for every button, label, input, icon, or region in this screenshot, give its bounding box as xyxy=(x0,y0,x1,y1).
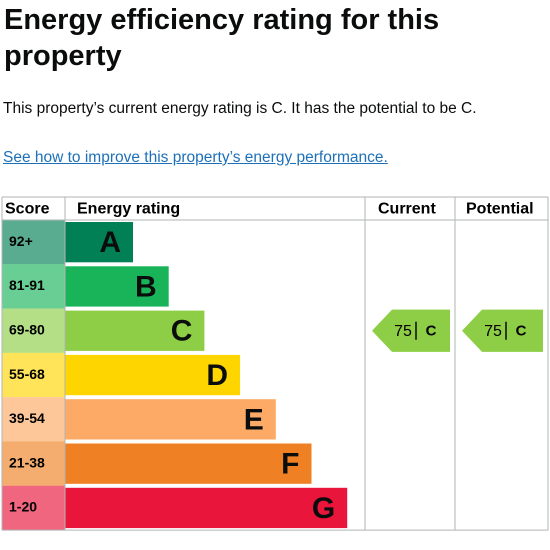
rating-letter: B xyxy=(135,270,157,303)
score-label: 55-68 xyxy=(9,366,45,382)
score-cell xyxy=(2,352,65,398)
score-cell xyxy=(2,441,65,486)
column-header: Current xyxy=(378,201,436,218)
score-cell xyxy=(2,485,65,531)
rating-letter: G xyxy=(312,492,335,525)
score-cell-tint xyxy=(2,352,65,398)
column-header: Energy rating xyxy=(77,201,180,218)
score-cell-tint xyxy=(2,264,65,309)
potential-score: 75 xyxy=(484,323,502,340)
rating-bar xyxy=(65,222,133,263)
score-cell xyxy=(2,220,65,265)
page-title: Energy efficiency rating for this proper… xyxy=(4,4,440,72)
score-label: 92+ xyxy=(9,233,33,249)
score-cell xyxy=(2,397,65,442)
rating-letter: E xyxy=(244,403,264,436)
rating-bar xyxy=(65,487,348,529)
score-label: 81-91 xyxy=(9,277,45,293)
rating-bar xyxy=(65,399,276,440)
rating-letter: F xyxy=(281,448,299,481)
score-cell-tint xyxy=(2,397,65,442)
rating-letter: D xyxy=(206,359,228,392)
score-label: 21-38 xyxy=(9,454,45,470)
rating-letter: A xyxy=(99,226,121,259)
rating-bar xyxy=(65,443,312,484)
rating-bar xyxy=(65,310,205,351)
score-cell xyxy=(2,308,65,353)
rating-letter: C xyxy=(171,315,193,348)
potential-rating: C xyxy=(516,323,527,340)
column-header: Potential xyxy=(466,201,534,218)
rating-bar xyxy=(65,354,241,396)
score-cell-tint xyxy=(2,485,65,531)
score-cell-tint xyxy=(2,441,65,486)
score-cell xyxy=(2,264,65,309)
current-rating: C xyxy=(426,323,437,340)
score-label: 1-20 xyxy=(9,499,37,515)
improve-link[interactable]: See how to improve this property’s energ… xyxy=(3,149,388,166)
current-score: 75 xyxy=(394,323,412,340)
score-label: 69-80 xyxy=(9,321,45,337)
score-cell-tint xyxy=(2,220,65,265)
rating-summary: This property’s current energy rating is… xyxy=(3,100,477,117)
potential-arrow xyxy=(462,309,543,352)
column-header: Score xyxy=(5,201,50,218)
current-arrow xyxy=(372,309,450,352)
score-cell-tint xyxy=(2,308,65,353)
rating-bar xyxy=(65,266,169,307)
score-label: 39-54 xyxy=(9,410,45,426)
